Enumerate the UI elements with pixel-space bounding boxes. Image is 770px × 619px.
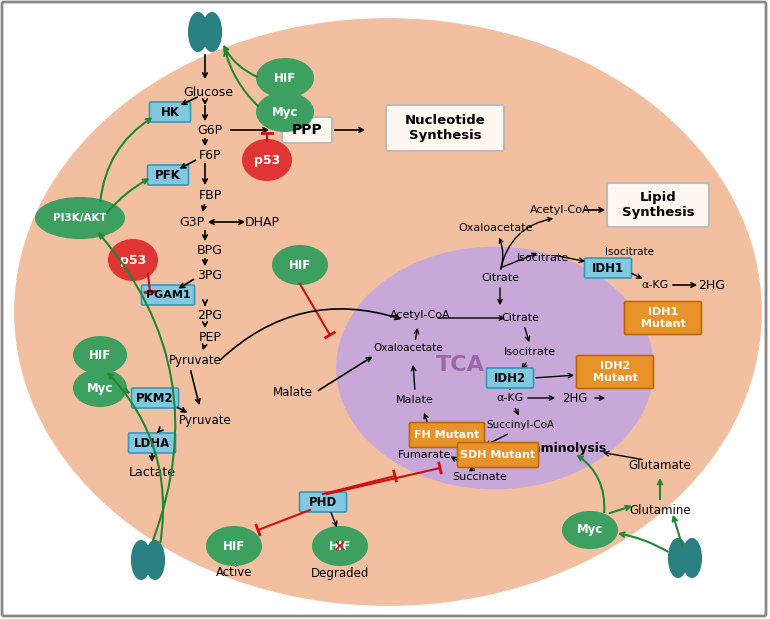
- Ellipse shape: [109, 240, 157, 280]
- Text: SDH Mutant: SDH Mutant: [460, 450, 536, 460]
- Ellipse shape: [669, 539, 687, 577]
- Text: Isocitrate: Isocitrate: [605, 247, 654, 269]
- Text: IDH2
Mutant: IDH2 Mutant: [593, 361, 638, 383]
- Ellipse shape: [203, 13, 221, 51]
- FancyBboxPatch shape: [410, 423, 484, 448]
- FancyBboxPatch shape: [624, 301, 701, 334]
- FancyBboxPatch shape: [282, 117, 332, 143]
- Text: p53: p53: [254, 154, 280, 167]
- Text: ✕: ✕: [333, 537, 347, 555]
- Text: Isocitrate: Isocitrate: [517, 253, 569, 263]
- Ellipse shape: [189, 13, 207, 51]
- Text: PEP: PEP: [199, 331, 222, 344]
- FancyBboxPatch shape: [584, 258, 631, 278]
- Text: Acetyl-CoA: Acetyl-CoA: [530, 205, 591, 215]
- Text: FH Mutant: FH Mutant: [414, 430, 480, 440]
- Text: Oxaloacetate: Oxaloacetate: [373, 343, 443, 353]
- Text: PI3K/AKT: PI3K/AKT: [53, 213, 107, 223]
- Text: TCA: TCA: [436, 355, 484, 375]
- Text: p53: p53: [120, 254, 146, 267]
- Ellipse shape: [257, 59, 313, 97]
- Ellipse shape: [243, 140, 291, 180]
- Ellipse shape: [132, 541, 150, 579]
- Text: PFK: PFK: [155, 168, 181, 181]
- Text: Lactate: Lactate: [129, 465, 176, 478]
- FancyBboxPatch shape: [300, 492, 346, 512]
- Text: Glutamate: Glutamate: [628, 459, 691, 472]
- Ellipse shape: [273, 246, 327, 284]
- Text: PHD: PHD: [309, 495, 337, 508]
- Text: HK: HK: [160, 105, 179, 118]
- Text: LDHA: LDHA: [134, 436, 170, 449]
- Text: Myc: Myc: [87, 381, 113, 394]
- Text: IDH2: IDH2: [494, 371, 526, 384]
- Ellipse shape: [36, 198, 124, 238]
- Ellipse shape: [74, 370, 126, 406]
- Text: Myc: Myc: [272, 105, 298, 118]
- Text: IDH1
Mutant: IDH1 Mutant: [641, 307, 685, 329]
- Text: Myc: Myc: [577, 524, 603, 537]
- Ellipse shape: [683, 539, 701, 577]
- Text: FBP: FBP: [199, 189, 222, 202]
- Text: PKM2: PKM2: [136, 391, 174, 404]
- FancyBboxPatch shape: [149, 102, 190, 122]
- Text: HIF: HIF: [329, 540, 351, 553]
- Text: PGAM1: PGAM1: [146, 290, 190, 300]
- Text: BPG: BPG: [197, 243, 223, 256]
- FancyBboxPatch shape: [148, 165, 189, 185]
- Text: G6P: G6P: [197, 124, 223, 137]
- Text: Lipid
Synthesis: Lipid Synthesis: [621, 191, 695, 219]
- Ellipse shape: [74, 337, 126, 373]
- Text: 2PG: 2PG: [197, 308, 223, 321]
- Text: Citrate: Citrate: [501, 313, 539, 323]
- FancyBboxPatch shape: [132, 388, 179, 408]
- FancyBboxPatch shape: [457, 443, 538, 467]
- FancyBboxPatch shape: [142, 285, 195, 305]
- Text: IDH1: IDH1: [592, 261, 624, 274]
- Ellipse shape: [146, 541, 164, 579]
- Text: DHAP: DHAP: [245, 215, 280, 228]
- Text: 2HG: 2HG: [698, 279, 725, 292]
- Text: Glutaminolysis: Glutaminolysis: [504, 441, 607, 454]
- Text: α-KG: α-KG: [497, 393, 524, 403]
- Ellipse shape: [257, 93, 313, 131]
- Text: Active: Active: [216, 566, 253, 579]
- Text: Pyruvate: Pyruvate: [179, 413, 231, 426]
- Ellipse shape: [207, 527, 261, 565]
- Text: G3P: G3P: [179, 215, 205, 228]
- Text: Glucose: Glucose: [183, 85, 233, 98]
- Text: Succinyl-CoA: Succinyl-CoA: [486, 420, 554, 430]
- Text: Oxaloacetate: Oxaloacetate: [459, 223, 534, 233]
- Text: Citrate: Citrate: [481, 273, 519, 283]
- Text: 3PG: 3PG: [197, 269, 223, 282]
- Text: Nucleotide
Synthesis: Nucleotide Synthesis: [404, 114, 485, 142]
- Text: Pyruvate: Pyruvate: [169, 353, 222, 366]
- Text: Malate: Malate: [273, 386, 313, 399]
- Text: HIF: HIF: [289, 259, 311, 272]
- Text: Degraded: Degraded: [311, 566, 369, 579]
- Text: HIF: HIF: [89, 348, 111, 361]
- Text: Isocitrate: Isocitrate: [504, 347, 556, 357]
- Text: α-KG: α-KG: [641, 280, 668, 290]
- Text: F6P: F6P: [199, 149, 221, 162]
- Ellipse shape: [563, 512, 617, 548]
- Text: HIF: HIF: [274, 72, 296, 85]
- FancyBboxPatch shape: [386, 105, 504, 151]
- Text: 2HG: 2HG: [562, 391, 588, 404]
- FancyBboxPatch shape: [607, 183, 709, 227]
- FancyBboxPatch shape: [129, 433, 176, 453]
- Text: Acetyl-CoA: Acetyl-CoA: [390, 310, 450, 320]
- Ellipse shape: [313, 527, 367, 565]
- Text: Glutamine: Glutamine: [629, 503, 691, 516]
- FancyBboxPatch shape: [577, 355, 654, 389]
- Ellipse shape: [337, 248, 652, 488]
- Text: Succinate: Succinate: [453, 472, 507, 482]
- FancyBboxPatch shape: [487, 368, 534, 388]
- Text: Malate: Malate: [396, 395, 434, 405]
- Text: Fumarate: Fumarate: [398, 450, 452, 460]
- Text: HIF: HIF: [223, 540, 245, 553]
- Text: PPP: PPP: [292, 123, 323, 137]
- Ellipse shape: [15, 20, 761, 605]
